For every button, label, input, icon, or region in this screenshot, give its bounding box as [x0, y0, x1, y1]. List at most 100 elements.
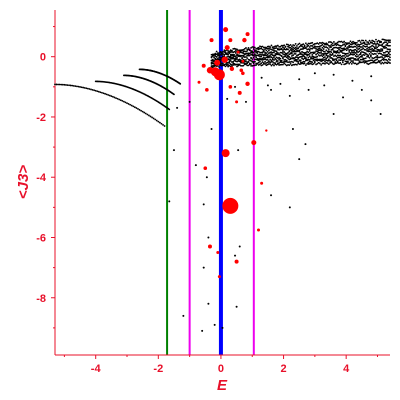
black-band-point — [224, 50, 227, 52]
black-band-point — [219, 60, 222, 62]
red-data-point — [214, 59, 221, 66]
black-band-point — [376, 48, 379, 51]
black-band-point — [270, 44, 273, 47]
black-band-point — [227, 65, 230, 68]
black-fan-point — [55, 83, 58, 86]
black-band-point — [308, 59, 311, 61]
black-band-point — [341, 59, 344, 62]
black-band-point — [322, 45, 325, 48]
black-band-point — [257, 61, 260, 64]
black-band-point — [247, 47, 250, 49]
black-band-point — [361, 54, 363, 57]
black-band-point — [321, 53, 324, 55]
black-band-point — [280, 44, 283, 47]
red-data-point — [205, 88, 209, 92]
black-band-point — [301, 50, 303, 53]
black-fan-point — [154, 118, 157, 121]
black-fan-point — [129, 103, 132, 106]
black-band-point — [307, 56, 310, 59]
black-band-point — [302, 58, 305, 61]
black-band-point — [245, 47, 247, 49]
black-band-point — [367, 49, 370, 51]
black-band-point — [285, 59, 288, 62]
black-fan-point — [54, 83, 56, 86]
black-band-point — [369, 51, 372, 54]
black-band-point — [329, 45, 331, 47]
black-scatter-point — [279, 82, 282, 85]
black-band-point — [279, 61, 282, 64]
black-scatter-point — [370, 75, 373, 78]
black-fan-point — [86, 87, 89, 90]
black-band-point — [333, 44, 335, 47]
black-scatter-point — [332, 73, 335, 76]
black-band-point — [378, 49, 381, 51]
black-band-point — [368, 50, 371, 53]
black-band-point — [278, 56, 280, 59]
red-data-point — [221, 56, 228, 63]
black-fan-point — [94, 89, 97, 92]
black-band-point — [350, 62, 353, 65]
black-band-point — [259, 63, 261, 66]
black-fan-point — [158, 121, 161, 124]
black-fan-point — [82, 86, 85, 89]
x-tick-label: 4 — [343, 363, 350, 375]
black-band-point — [238, 60, 241, 63]
black-band-point — [292, 48, 295, 51]
red-data-point — [242, 37, 247, 43]
red-data-point — [228, 85, 233, 89]
red-data-point — [235, 100, 239, 104]
black-band-point — [343, 40, 346, 43]
black-fan-point — [71, 84, 74, 87]
black-band-point — [372, 61, 375, 64]
black-band-point — [364, 39, 367, 42]
black-band-point — [252, 62, 255, 65]
black-fan-point — [132, 105, 135, 108]
black-band-point — [331, 57, 334, 60]
black-fan-point — [66, 84, 69, 86]
black-band-point — [253, 46, 256, 49]
black-scatter-point — [207, 236, 210, 239]
black-band-point — [349, 61, 352, 64]
black-band-point — [385, 58, 388, 61]
black-band-point — [313, 60, 316, 63]
black-band-point — [303, 44, 306, 47]
black-band-point — [381, 61, 384, 64]
black-band-point — [279, 63, 282, 66]
black-band-point — [313, 51, 316, 54]
black-band-point — [268, 49, 270, 52]
black-band-point — [344, 44, 347, 47]
black-band-point — [339, 56, 342, 59]
black-fan-point — [141, 110, 144, 113]
black-band-point — [347, 61, 349, 64]
black-fan-point — [140, 109, 143, 112]
black-scatter-point — [288, 206, 291, 209]
black-band-point — [296, 63, 298, 66]
black-band-point — [343, 54, 346, 57]
black-band-point — [270, 51, 273, 54]
black-band-point — [301, 61, 303, 64]
black-band-point — [234, 55, 237, 58]
black-band-point — [347, 60, 349, 63]
black-scatter-point — [342, 96, 345, 99]
black-band-point — [231, 49, 233, 52]
black-scatter-point — [201, 329, 204, 332]
black-band-point — [298, 50, 301, 53]
black-band-point — [339, 54, 342, 57]
black-band-point — [288, 44, 291, 47]
black-band-point — [310, 47, 312, 50]
black-band-point — [260, 47, 263, 50]
black-band-point — [297, 54, 300, 56]
black-band-point — [261, 45, 264, 48]
black-band-point — [260, 62, 263, 65]
black-band-point — [315, 58, 317, 61]
black-band-point — [282, 46, 284, 49]
red-data-point — [239, 68, 244, 73]
black-band-point — [284, 60, 287, 63]
black-band-point — [283, 44, 286, 47]
black-fan-point — [83, 87, 86, 89]
black-fan-point — [77, 85, 80, 88]
black-band-point — [368, 52, 371, 55]
black-fan-point — [151, 116, 153, 119]
black-band-point — [324, 46, 326, 49]
black-band-point — [343, 43, 346, 46]
